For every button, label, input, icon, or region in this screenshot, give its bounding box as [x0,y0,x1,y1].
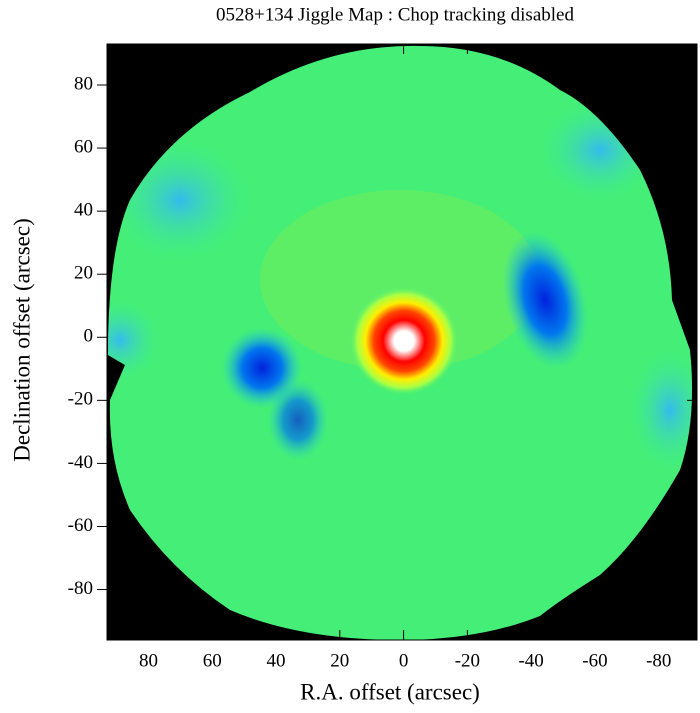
x-tick-label: -20 [455,650,480,671]
y-tick-label: 60 [74,136,93,157]
y-tick-label: 80 [74,73,93,94]
y-tick-label: 0 [84,326,94,347]
chart-title: 0528+134 Jiggle Map : Chop tracking disa… [216,4,574,25]
x-tick-label: -80 [646,650,671,671]
x-tick-label: -60 [582,650,607,671]
x-tick-label: 60 [203,650,222,671]
x-tick-label: 40 [267,650,286,671]
y-tick-label: -40 [68,452,93,473]
y-tick-label: -20 [68,389,93,410]
x-tick-label: 20 [330,650,349,671]
x-axis-label: R.A. offset (arcsec) [300,679,480,704]
y-tick-label: -60 [68,515,93,536]
y-axis-label: Declination offset (arcsec) [9,218,34,462]
page: 0528+134 Jiggle Map : Chop tracking disa… [0,0,700,713]
chart: 0528+134 Jiggle Map : Chop tracking disa… [0,0,700,713]
y-tick-label: -80 [68,578,93,599]
x-tick-label: 0 [399,650,409,671]
x-tick-label: -40 [518,650,543,671]
y-tick-label: 20 [74,263,93,284]
x-tick-label: 80 [139,650,158,671]
y-tick-label: 40 [74,199,93,220]
